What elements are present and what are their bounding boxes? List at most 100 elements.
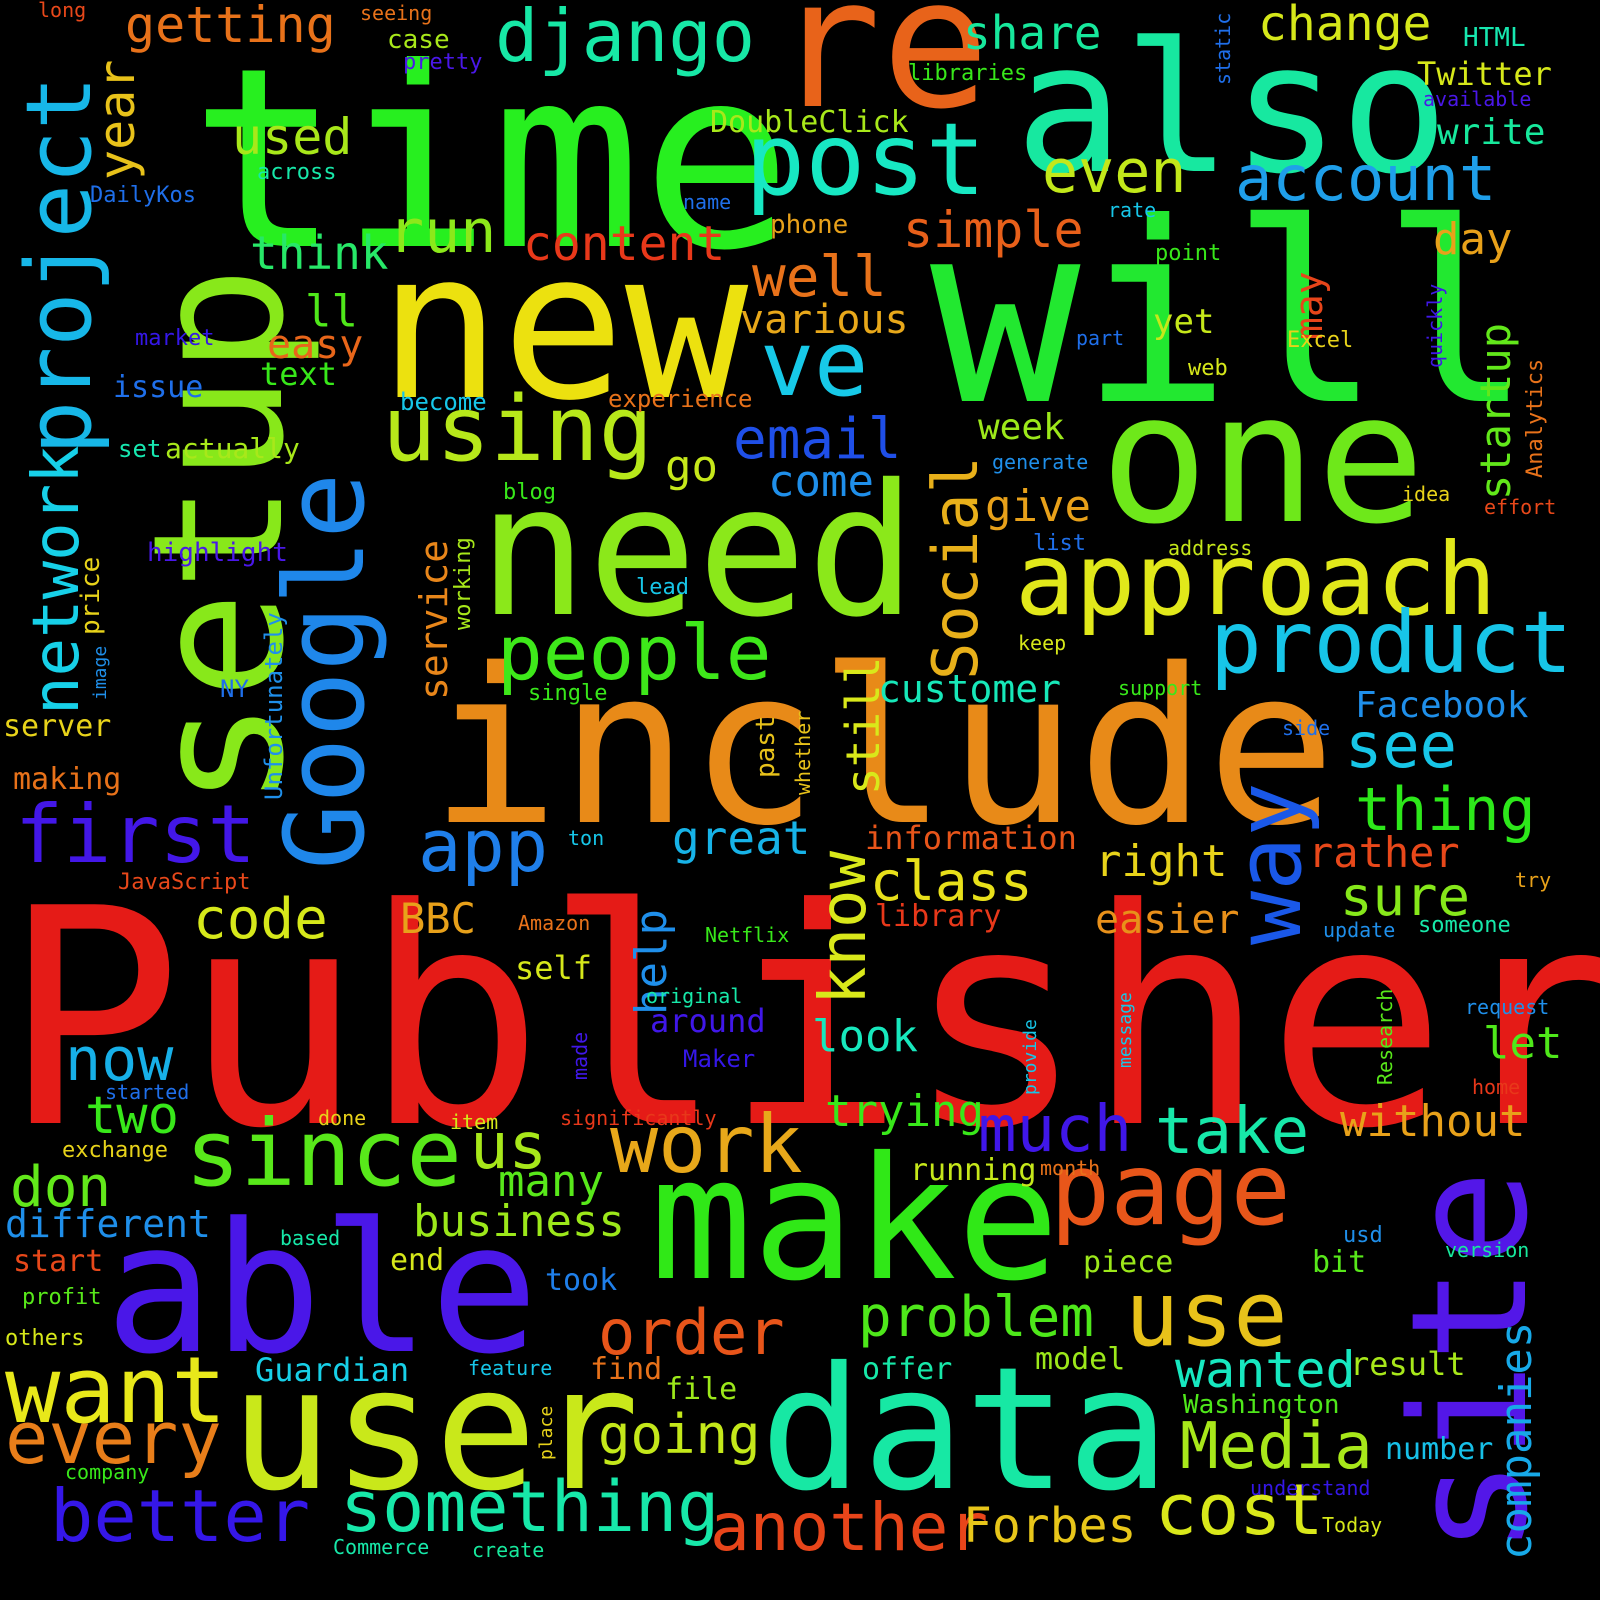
word: Washington bbox=[1183, 1390, 1340, 1420]
word: need bbox=[478, 445, 917, 657]
word: account bbox=[1235, 142, 1497, 215]
word: NY bbox=[220, 675, 249, 703]
word: rate bbox=[1108, 198, 1157, 222]
word: past bbox=[751, 715, 781, 778]
word: usd bbox=[1343, 1223, 1383, 1248]
word: Unfortunately bbox=[260, 612, 288, 800]
word: libraries bbox=[908, 61, 1028, 86]
word: someone bbox=[1418, 913, 1511, 938]
word: web bbox=[1188, 356, 1228, 381]
word: different bbox=[5, 1202, 211, 1246]
word: Analytics bbox=[1523, 358, 1548, 478]
word: set bbox=[118, 435, 162, 463]
word: Media bbox=[1180, 1410, 1373, 1484]
word: library bbox=[875, 899, 1002, 934]
word: model bbox=[1035, 1342, 1126, 1377]
word: business bbox=[413, 1196, 625, 1247]
word: Twitter bbox=[1417, 55, 1552, 93]
word: took bbox=[545, 1263, 618, 1298]
word: think bbox=[250, 226, 389, 280]
word: long bbox=[38, 0, 87, 22]
word: ll bbox=[305, 286, 358, 337]
word: number bbox=[1385, 1432, 1494, 1467]
word: rather bbox=[1308, 828, 1460, 877]
word: better bbox=[50, 1474, 311, 1558]
word: result bbox=[1350, 1345, 1466, 1383]
word: app bbox=[418, 804, 549, 888]
word: make bbox=[650, 1121, 1060, 1319]
word: able bbox=[105, 1185, 539, 1394]
word: start bbox=[13, 1244, 104, 1279]
word: making bbox=[13, 762, 122, 797]
word: service bbox=[412, 539, 456, 700]
word: people bbox=[497, 608, 772, 697]
word: Commerce bbox=[333, 1535, 430, 1559]
word: list bbox=[1033, 531, 1086, 556]
word: ton bbox=[568, 826, 605, 850]
word: keep bbox=[1018, 631, 1067, 655]
word: whether bbox=[791, 710, 815, 795]
word: understand bbox=[1250, 1476, 1371, 1500]
word: idea bbox=[1402, 482, 1451, 506]
word: simple bbox=[903, 201, 1084, 259]
word: version bbox=[1445, 1238, 1530, 1262]
word: done bbox=[318, 1106, 367, 1130]
word: work bbox=[610, 1098, 803, 1191]
word: provide bbox=[1020, 1019, 1041, 1095]
word: much bbox=[978, 1093, 1133, 1167]
word: many bbox=[498, 1156, 604, 1207]
word: problem bbox=[858, 1285, 1095, 1350]
word: pretty bbox=[403, 50, 483, 75]
word: email bbox=[733, 407, 902, 472]
word: now bbox=[65, 1025, 174, 1095]
word: content bbox=[523, 216, 726, 272]
word: Guardian bbox=[255, 1351, 410, 1389]
word: re bbox=[773, 0, 990, 149]
word: self bbox=[515, 949, 593, 987]
word: address bbox=[1168, 536, 1253, 560]
word: static bbox=[1211, 12, 1235, 85]
word: HTML bbox=[1463, 23, 1526, 53]
word: going bbox=[598, 1403, 761, 1466]
word: customer bbox=[878, 667, 1062, 711]
word: code bbox=[193, 887, 328, 952]
word: part bbox=[1076, 326, 1125, 350]
word: home bbox=[1472, 1075, 1521, 1099]
word: update bbox=[1323, 918, 1396, 942]
word: startup bbox=[1471, 322, 1520, 500]
word: Maker bbox=[683, 1045, 756, 1073]
word: information bbox=[865, 819, 1077, 857]
word: others bbox=[5, 1326, 85, 1351]
word: something bbox=[340, 1466, 720, 1548]
word: companies bbox=[1491, 1321, 1542, 1560]
word: effort bbox=[1484, 495, 1557, 519]
word: started bbox=[105, 1080, 190, 1104]
word: working bbox=[451, 537, 476, 630]
word: first bbox=[15, 788, 256, 881]
word: since bbox=[185, 1100, 462, 1207]
word: item bbox=[450, 1110, 499, 1134]
word: sure bbox=[1340, 865, 1471, 928]
word: post bbox=[745, 101, 986, 218]
word: every bbox=[5, 1396, 222, 1480]
word: ve bbox=[760, 312, 869, 417]
word: issue bbox=[113, 370, 204, 405]
word: single bbox=[528, 681, 608, 706]
word: Facebook bbox=[1355, 685, 1529, 726]
word: piece bbox=[1083, 1245, 1174, 1280]
word: product bbox=[1210, 593, 1573, 693]
word: made bbox=[568, 1031, 592, 1080]
word: right bbox=[1095, 836, 1228, 887]
word: thing bbox=[1355, 775, 1536, 845]
word: data bbox=[760, 1331, 1170, 1529]
word: week bbox=[978, 407, 1065, 448]
word: JavaScript bbox=[118, 870, 251, 895]
word: try bbox=[1515, 868, 1552, 892]
word: used bbox=[232, 108, 353, 166]
word: let bbox=[1483, 1018, 1563, 1069]
word: price bbox=[76, 556, 106, 635]
word: profit bbox=[22, 1285, 102, 1310]
word: company bbox=[65, 1460, 150, 1484]
word: great bbox=[672, 811, 811, 865]
word: quickly bbox=[1423, 283, 1447, 368]
